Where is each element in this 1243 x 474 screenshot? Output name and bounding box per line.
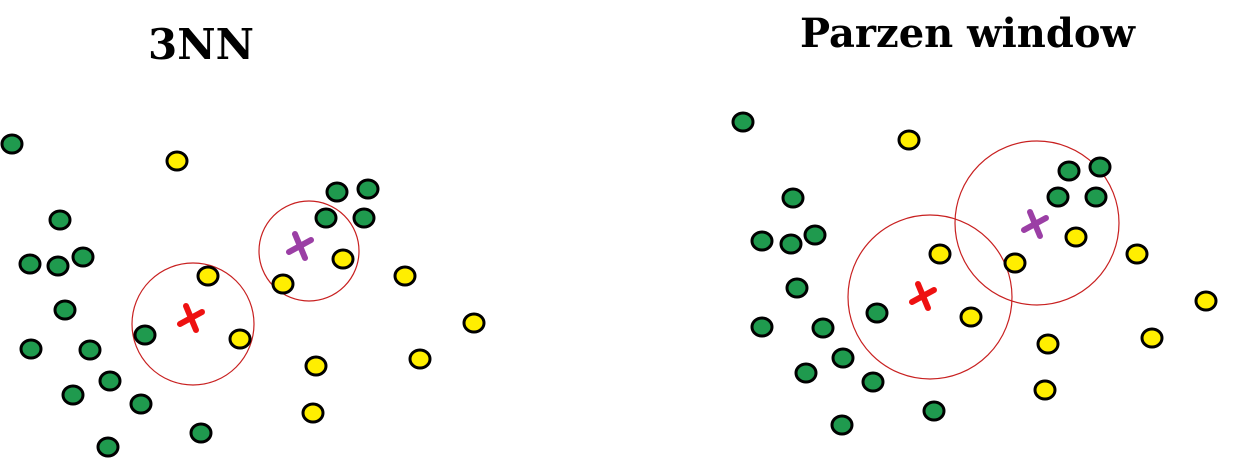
yellow-point — [1064, 226, 1088, 248]
green-point — [785, 277, 809, 299]
green-point — [325, 181, 349, 203]
green-point — [61, 384, 85, 406]
green-point — [1046, 186, 1070, 208]
green-point — [18, 253, 42, 275]
yellow-point — [1003, 252, 1027, 274]
green-point — [96, 436, 120, 458]
query-red-x-mark — [909, 281, 937, 311]
yellow-point — [228, 328, 252, 350]
green-point — [1084, 186, 1108, 208]
green-point — [46, 255, 70, 277]
green-point — [48, 209, 72, 231]
green-point — [779, 233, 803, 255]
green-point — [133, 324, 157, 346]
green-point — [352, 207, 376, 229]
green-point — [830, 414, 854, 436]
green-point — [71, 246, 95, 268]
panel-parzen-window — [731, 111, 1218, 436]
green-point — [189, 422, 213, 444]
green-point — [750, 230, 774, 252]
yellow-point — [301, 402, 325, 424]
yellow-point — [271, 273, 295, 295]
yellow-point — [408, 348, 432, 370]
query-purple-x-mark — [1021, 209, 1049, 239]
yellow-point — [304, 355, 328, 377]
yellow-point — [165, 150, 189, 172]
green-point — [129, 393, 153, 415]
green-point — [794, 362, 818, 384]
yellow-point — [1125, 243, 1149, 265]
yellow-point — [1033, 379, 1057, 401]
yellow-point — [331, 248, 355, 270]
green-point — [1057, 160, 1081, 182]
green-point — [1088, 156, 1112, 178]
query-red-x-mark — [177, 303, 205, 333]
panel-title-3nn: 3NN — [148, 20, 255, 69]
green-point — [0, 133, 24, 155]
green-point — [750, 316, 774, 338]
query-purple-x-mark — [286, 231, 314, 261]
neighborhood-circle — [258, 200, 360, 302]
neighborhood-circle — [847, 214, 1013, 380]
yellow-point — [196, 265, 220, 287]
yellow-point — [462, 312, 486, 334]
green-point — [731, 111, 755, 133]
yellow-point — [928, 243, 952, 265]
green-point — [19, 338, 43, 360]
green-point — [922, 400, 946, 422]
panel-3nn — [0, 133, 486, 458]
green-point — [865, 302, 889, 324]
yellow-point — [393, 265, 417, 287]
green-point — [861, 371, 885, 393]
green-point — [314, 207, 338, 229]
neighborhood-circle — [131, 262, 255, 386]
green-point — [53, 299, 77, 321]
green-point — [781, 187, 805, 209]
green-point — [831, 347, 855, 369]
green-point — [811, 317, 835, 339]
yellow-point — [1036, 333, 1060, 355]
panel-title-parzen-window: Parzen window — [800, 10, 1135, 57]
yellow-point — [959, 306, 983, 328]
yellow-point — [1140, 327, 1164, 349]
green-point — [78, 339, 102, 361]
yellow-point — [1194, 290, 1218, 312]
neighborhood-circle — [954, 140, 1120, 306]
green-point — [98, 370, 122, 392]
green-point — [356, 178, 380, 200]
yellow-point — [897, 129, 921, 151]
green-point — [803, 224, 827, 246]
